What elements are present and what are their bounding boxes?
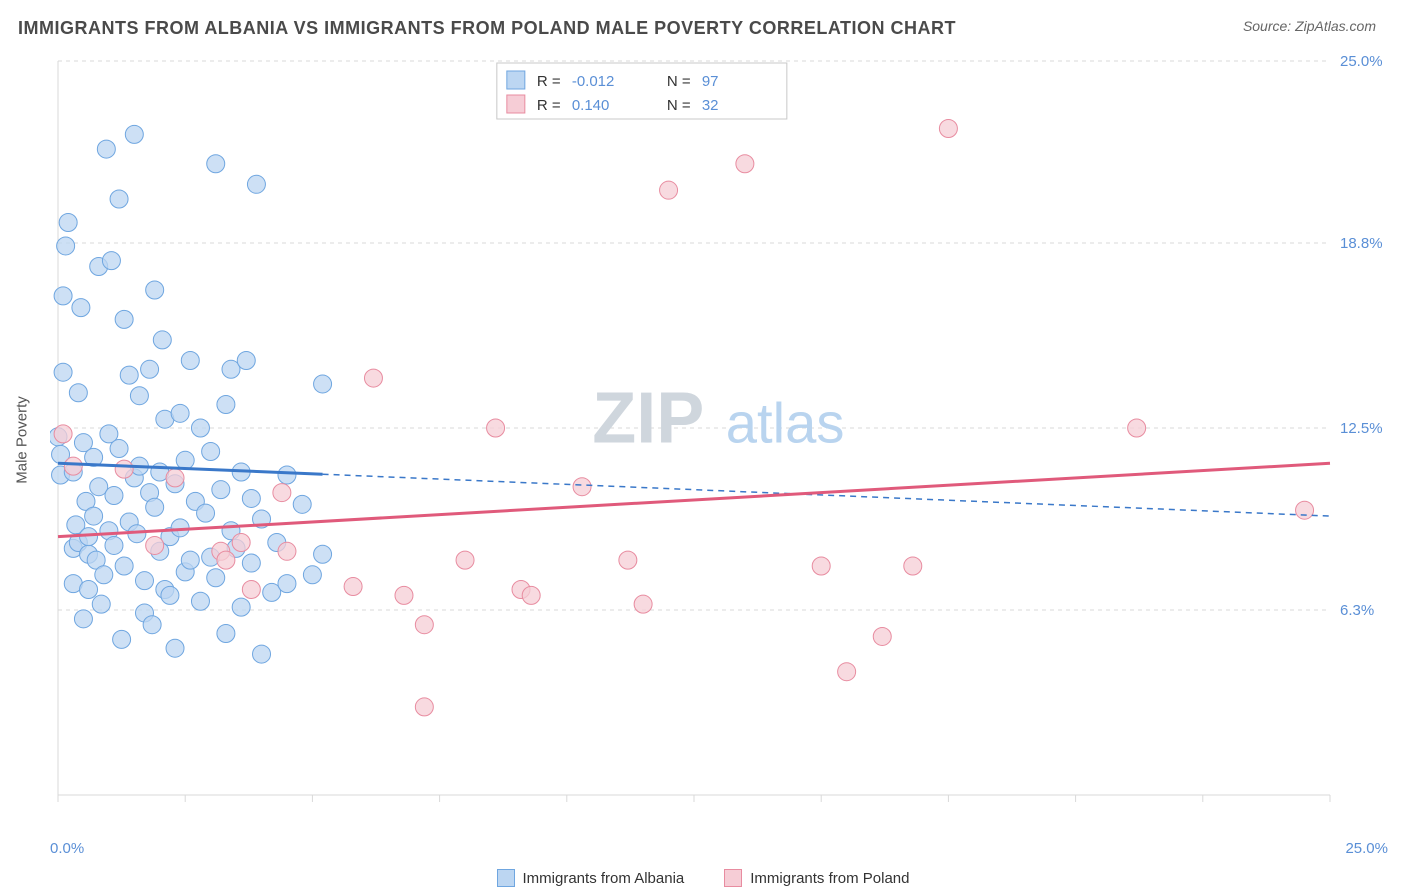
scatter-plot: 6.3% 12.5% 18.8% 25.0% ZIP atlas R = -0.012 N = 9… [50,55,1390,825]
svg-text:ZIP: ZIP [592,379,704,459]
legend-label: Immigrants from Albania [523,870,685,887]
y-axis-label: Male Poverty [14,396,31,484]
source-label: Source: ZipAtlas.com [1243,18,1376,34]
svg-text:97: 97 [702,73,719,90]
legend-item-albania: Immigrants from Albania [497,869,685,887]
svg-text:N =: N = [667,73,691,90]
svg-text:0.140: 0.140 [572,97,610,114]
svg-text:R =: R = [537,73,561,90]
svg-text:12.5%: 12.5% [1340,420,1383,437]
chart-area: Male Poverty 6.3%12.5%18.8%25.0%ZIPatlas… [50,55,1390,825]
svg-text:-0.012: -0.012 [572,73,615,90]
bottom-legend: Immigrants from Albania Immigrants from … [0,869,1406,887]
svg-text:N =: N = [667,97,691,114]
x-axis-max-label: 25.0% [1345,840,1388,857]
legend-item-poland: Immigrants from Poland [724,869,909,887]
x-axis-min-label: 0.0% [50,840,84,857]
legend-label: Immigrants from Poland [750,870,909,887]
svg-text:25.0%: 25.0% [1340,55,1383,70]
svg-text:R =: R = [537,97,561,114]
svg-text:6.3%: 6.3% [1340,602,1374,619]
svg-text:32: 32 [702,97,719,114]
chart-title: IMMIGRANTS FROM ALBANIA VS IMMIGRANTS FR… [18,18,956,39]
legend-swatch-icon [497,869,515,887]
legend-swatch-icon [724,869,742,887]
svg-text:18.8%: 18.8% [1340,235,1383,252]
svg-text:atlas: atlas [726,392,845,455]
